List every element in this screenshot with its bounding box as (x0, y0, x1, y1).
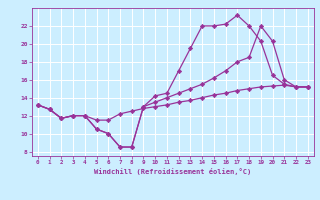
X-axis label: Windchill (Refroidissement éolien,°C): Windchill (Refroidissement éolien,°C) (94, 168, 252, 175)
